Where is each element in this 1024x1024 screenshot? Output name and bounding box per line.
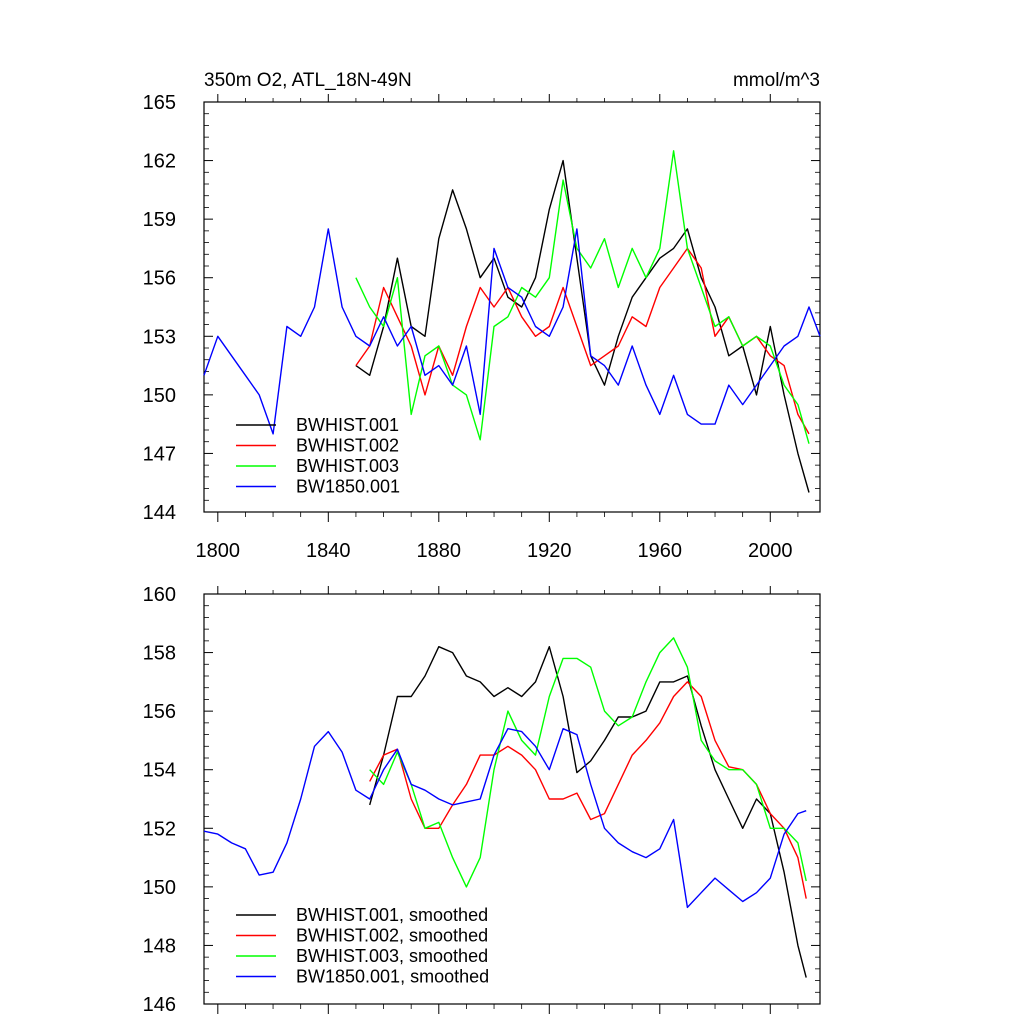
top-ytick-label: 162 xyxy=(143,151,176,173)
top-panel-units: mmol/m^3 xyxy=(733,70,820,91)
top-legend-label: BWHIST.003 xyxy=(296,456,399,476)
bottom-legend-label: BWHIST.001, smoothed xyxy=(296,905,488,925)
bottom-plot-frame xyxy=(203,593,821,1005)
bottom-series-line-bwhist-001-smoothed xyxy=(369,646,807,978)
bottom-series-line-bwhist-002-smoothed xyxy=(369,681,807,899)
top-ytick-label: 165 xyxy=(143,92,176,114)
top-legend-label: BW1850.001 xyxy=(296,477,400,497)
top-xtick-label: 1880 xyxy=(417,540,462,562)
top-series-line-bwhist-003 xyxy=(355,150,810,444)
bottom-legend-label: BWHIST.002, smoothed xyxy=(296,926,488,946)
top-xtick-label: 2000 xyxy=(748,540,793,562)
bottom-ytick-label: 148 xyxy=(143,935,176,957)
bottom-ytick-label: 152 xyxy=(143,818,176,840)
top-ytick-label: 153 xyxy=(143,326,176,348)
top-legend-label: BWHIST.001 xyxy=(296,415,399,435)
top-xtick-label: 1800 xyxy=(196,540,241,562)
top-ytick-label: 147 xyxy=(143,443,176,465)
bottom-ytick-label: 156 xyxy=(143,701,176,723)
top-ytick-label: 156 xyxy=(143,268,176,290)
bottom-series-line-bwhist-003-smoothed xyxy=(369,637,807,888)
top-xtick-label: 1920 xyxy=(527,540,572,562)
bottom-ytick-label: 160 xyxy=(143,584,176,606)
bottom-ytick-label: 154 xyxy=(143,760,176,782)
bottom-ytick-label: 150 xyxy=(143,877,176,899)
top-legend-label: BWHIST.002 xyxy=(296,436,399,456)
top-xtick-label: 1840 xyxy=(306,540,351,562)
bottom-legend-label: BW1850.001, smoothed xyxy=(296,967,489,987)
top-ytick-label: 150 xyxy=(143,385,176,407)
bottom-ytick-label: 146 xyxy=(143,994,176,1016)
top-xtick-label: 1960 xyxy=(638,540,683,562)
top-panel: 350m O2, ATL_18N-49N mmol/m^3 144 147 150 1… xyxy=(143,70,821,562)
bottom-panel: 146 148 150 152 154 156 158 160 BWHIST.001, smoo… xyxy=(143,584,821,1016)
top-ytick-label: 144 xyxy=(143,502,176,524)
bottom-series-line-bw1850-001-smoothed xyxy=(203,728,807,909)
top-panel-title: 350m O2, ATL_18N-49N xyxy=(204,70,412,91)
top-series-line-bwhist-001 xyxy=(355,159,810,493)
bottom-legend-label: BWHIST.003, smoothed xyxy=(296,946,488,966)
bottom-ytick-label: 158 xyxy=(143,643,176,665)
top-ytick-label: 159 xyxy=(143,209,176,231)
top-plot-frame xyxy=(203,101,821,513)
top-series-line-bw1850-001 xyxy=(203,228,821,435)
